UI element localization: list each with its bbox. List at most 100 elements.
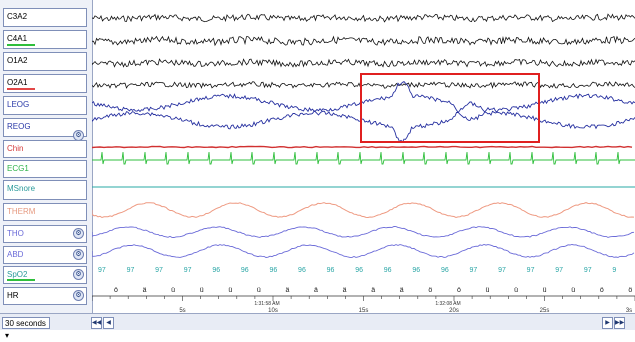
last-page-button[interactable]: ▶▶ xyxy=(614,317,625,329)
settings-icon[interactable]: ⚙ xyxy=(73,249,84,260)
channel-label-therm[interactable]: THERM xyxy=(3,203,87,221)
spo2-value: 97 xyxy=(98,267,106,274)
event-highlight-box[interactable] xyxy=(360,73,540,143)
trace-c3a2 xyxy=(91,13,635,23)
channel-label-text: O2A1 xyxy=(7,78,28,87)
hr-symbol: ö xyxy=(457,287,461,294)
channel-label-o1a2[interactable]: O1A2 xyxy=(3,52,87,71)
channel-label-spo2[interactable]: SpO2 ⚙ xyxy=(3,266,87,284)
time-axis-ticks: 5s 10s 15s 20s 25s 1:31:58 AM 1:32:08 AM 3s xyxy=(91,296,635,314)
hr-symbol: ö xyxy=(628,287,632,294)
channel-label-text: HR xyxy=(7,291,19,300)
spo2-value: 96 xyxy=(269,267,277,274)
channel-level-bar xyxy=(7,44,35,46)
channel-label-text: O1A2 xyxy=(7,56,28,65)
channel-label-panel: C3A2 C4A1 O1A2 O2A1 LEOG REOG ⚙ Chin ECG… xyxy=(0,0,93,313)
channel-label-text: SpO2 xyxy=(7,270,28,279)
spo2-value: 97 xyxy=(155,267,163,274)
clock-label: 1:32:08 AM xyxy=(435,301,460,307)
epoch-length-value: 30 seconds xyxy=(5,319,46,328)
spo2-value: 9 xyxy=(612,267,616,274)
spo2-value: 96 xyxy=(441,267,449,274)
time-tick-label: 10s xyxy=(268,308,278,313)
waveform-canvas: 97 97 97 97 96 96 96 96 96 96 96 96 96 97 97 97 97 97 9 ö ä… xyxy=(91,13,635,314)
spo2-value: 97 xyxy=(584,267,592,274)
hr-symbol: ü xyxy=(571,287,575,294)
first-page-button[interactable]: ◀◀ xyxy=(91,317,102,329)
hr-symbol: ä xyxy=(400,287,404,294)
waveform-area[interactable]: 97 97 97 97 96 96 96 96 96 96 96 96 96 97 97 97 97 97 9 ö ä… xyxy=(91,0,635,314)
epoch-length-select[interactable]: 30 seconds ▾ xyxy=(2,317,50,340)
hr-symbol: ä xyxy=(285,287,289,294)
channel-label-text: C4A1 xyxy=(7,34,28,43)
hr-symbol: ü xyxy=(543,287,547,294)
channel-label-text: THO xyxy=(7,229,24,238)
hr-symbol: ü xyxy=(228,287,232,294)
channel-label-c3a2[interactable]: C3A2 xyxy=(3,8,87,27)
channel-label-reog[interactable]: REOG ⚙ xyxy=(3,118,87,141)
spo2-value: 96 xyxy=(355,267,363,274)
channel-label-text: REOG xyxy=(7,122,31,131)
trace-reog xyxy=(91,101,635,143)
spo2-value: 96 xyxy=(327,267,335,274)
channel-level-bar xyxy=(7,279,35,281)
spo2-value: 97 xyxy=(184,267,192,274)
time-tick-label: 5s xyxy=(179,308,185,313)
spo2-value: 97 xyxy=(127,267,135,274)
next-page-button[interactable]: ▶ xyxy=(602,317,613,329)
channel-label-text: MSnore xyxy=(7,184,36,193)
hr-symbol: ä xyxy=(314,287,318,294)
spo2-value: 96 xyxy=(241,267,249,274)
channel-label-text: ABD xyxy=(7,250,24,259)
trace-chin xyxy=(91,145,633,149)
channel-label-text: Chin xyxy=(7,144,24,153)
settings-icon[interactable]: ⚙ xyxy=(73,228,84,239)
hr-symbol: ä xyxy=(343,287,347,294)
channel-label-msnore[interactable]: MSnore xyxy=(3,180,87,200)
channel-label-o2a1[interactable]: O2A1 xyxy=(3,74,87,93)
spo2-value: 96 xyxy=(212,267,220,274)
channel-label-abd[interactable]: ABD ⚙ xyxy=(3,246,87,264)
spo2-value: 97 xyxy=(470,267,478,274)
channel-label-ecg1[interactable]: ECG1 xyxy=(3,160,87,178)
channel-label-c4a1[interactable]: C4A1 xyxy=(3,30,87,49)
settings-icon[interactable]: ⚙ xyxy=(73,269,84,280)
spo2-value: 96 xyxy=(412,267,420,274)
trace-o1a2 xyxy=(91,58,635,68)
channel-label-chin[interactable]: Chin xyxy=(3,140,87,158)
clock-label: 1:31:58 AM xyxy=(254,301,279,307)
settings-icon[interactable]: ⚙ xyxy=(73,290,84,301)
channel-label-leog[interactable]: LEOG xyxy=(3,96,87,115)
channel-label-text: C3A2 xyxy=(7,12,28,21)
channel-label-hr[interactable]: HR ⚙ xyxy=(3,287,87,305)
hr-symbol: ä xyxy=(371,287,375,294)
trace-leog xyxy=(91,81,635,121)
trace-abd xyxy=(91,244,635,258)
time-tick-label: 25s xyxy=(540,308,550,313)
hr-symbol: ö xyxy=(428,287,432,294)
hr-symbol: ü xyxy=(257,287,261,294)
channel-label-text: THERM xyxy=(7,207,36,216)
previous-page-button[interactable]: ◀ xyxy=(103,317,114,329)
spo2-value: 97 xyxy=(527,267,535,274)
hr-symbol: ö xyxy=(114,287,118,294)
channel-level-bar xyxy=(7,88,35,90)
spo2-value: 97 xyxy=(498,267,506,274)
hr-symbol: ö xyxy=(600,287,604,294)
time-tick-label: 15s xyxy=(359,308,369,313)
spo2-value: 97 xyxy=(555,267,563,274)
hr-symbol: ü xyxy=(514,287,518,294)
trace-ecg1 xyxy=(92,151,635,165)
footer-toolbar: 30 seconds ▾ ◀◀ ◀ ▶ ▶▶ xyxy=(0,313,635,340)
spo2-values-row: 97 97 97 97 96 96 96 96 96 96 96 96 96 97 97 97 97 97 9 xyxy=(98,267,616,274)
hr-symbol: ä xyxy=(143,287,147,294)
trace-therm xyxy=(91,202,635,219)
channel-label-text: LEOG xyxy=(7,100,30,109)
time-tick-label: 3s xyxy=(626,308,632,313)
hr-symbol: ü xyxy=(200,287,204,294)
channel-label-tho[interactable]: THO ⚙ xyxy=(3,225,87,243)
spo2-value: 96 xyxy=(384,267,392,274)
channel-label-text: ECG1 xyxy=(7,164,29,173)
